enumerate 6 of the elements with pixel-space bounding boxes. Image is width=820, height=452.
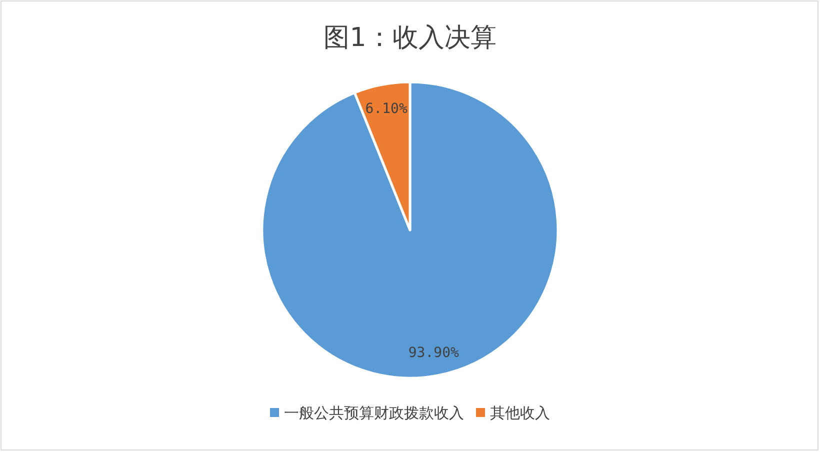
data-label: 6.10%: [365, 100, 408, 117]
chart-title: 图1：收入决算: [324, 23, 496, 53]
data-label: 93.90%: [408, 345, 460, 362]
pie-slice: [260, 80, 560, 379]
legend-label: 一般公共预算财政拨款收入: [284, 404, 464, 422]
legend-label: 其他收入: [490, 404, 550, 422]
